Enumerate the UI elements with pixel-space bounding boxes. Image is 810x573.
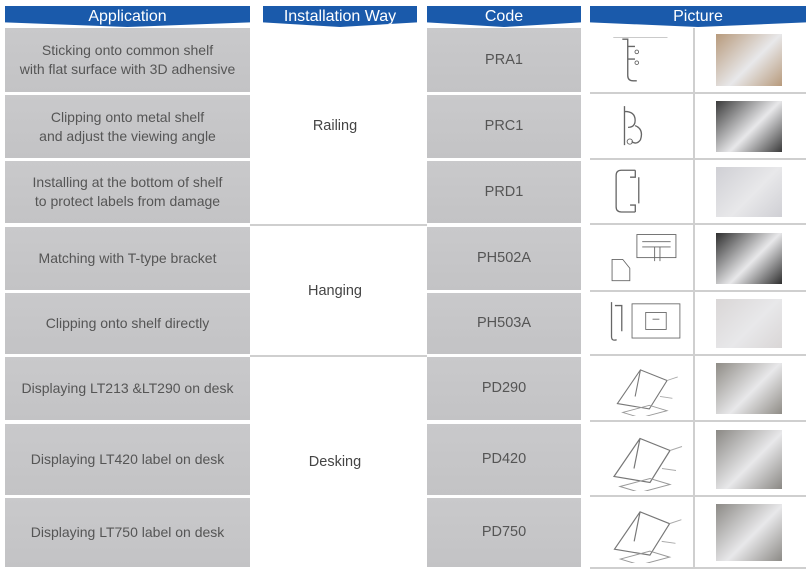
code-cell: PD290 <box>427 357 581 420</box>
t-bracket-drawing <box>600 231 688 286</box>
product-photo <box>716 363 782 414</box>
code-cell: PRC1 <box>427 95 581 158</box>
application-cell: Displaying LT213 &LT290 on desk <box>5 357 250 420</box>
header-code: Code <box>427 6 581 27</box>
product-photo <box>716 34 782 86</box>
code-cell: PH503A <box>427 293 581 354</box>
installation-way-hanging: Hanging <box>307 282 362 299</box>
code-cell: PH502A <box>427 227 581 290</box>
rail-profile-drawing <box>600 32 688 88</box>
code-cell: PD420 <box>427 424 581 495</box>
desk-stand-drawing <box>600 428 688 494</box>
bottom-rail-drawing <box>600 165 688 219</box>
product-photo <box>716 101 782 152</box>
installation-way-desking: Desking <box>308 454 362 470</box>
product-photo <box>716 430 782 489</box>
application-cell: Displaying LT750 label on desk <box>5 498 250 567</box>
application-cell: Clipping onto shelf directly <box>5 293 250 354</box>
picture-divider <box>693 28 695 567</box>
product-photo <box>716 167 782 217</box>
header-picture: Picture <box>590 6 806 27</box>
application-cell: Matching with T-type bracket <box>5 227 250 290</box>
application-cell: Sticking onto common shelf with flat sur… <box>5 28 250 92</box>
product-photo <box>716 233 782 284</box>
desk-stand-drawing <box>600 502 688 566</box>
group-divider <box>250 355 427 357</box>
product-photo <box>716 299 782 348</box>
shelf-clip-drawing <box>600 297 688 350</box>
product-photo <box>716 504 782 561</box>
group-divider <box>250 224 427 226</box>
code-cell: PRA1 <box>427 28 581 92</box>
desk-stand-drawing <box>600 361 688 419</box>
application-cell: Clipping onto metal shelf and adjust the… <box>5 95 250 158</box>
installation-way-railing: Railing <box>312 118 358 134</box>
header-installation-way: Installation Way <box>263 6 417 27</box>
code-cell: PD750 <box>427 498 581 567</box>
code-cell: PRD1 <box>427 161 581 223</box>
clip-profile-drawing <box>600 99 688 154</box>
header-application: Application <box>5 6 250 27</box>
application-cell: Displaying LT420 label on desk <box>5 424 250 495</box>
application-cell: Installing at the bottom of shelf to pro… <box>5 161 250 223</box>
